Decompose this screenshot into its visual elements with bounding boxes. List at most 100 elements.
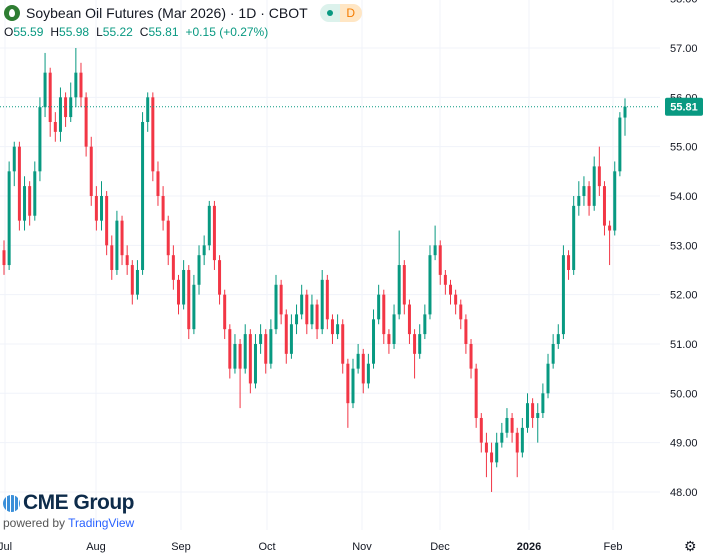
x-tick-label: Sep: [171, 541, 191, 553]
candle-body: [156, 171, 160, 196]
candle-body: [423, 314, 427, 335]
candle-body: [64, 97, 68, 118]
x-tick-label: Dec: [430, 541, 450, 553]
soybean-oil-icon: [4, 5, 20, 21]
candle-body: [17, 146, 21, 221]
candle-body: [212, 205, 216, 261]
low-value: 55.22: [102, 25, 133, 39]
candle-body: [115, 220, 119, 270]
candle-body: [125, 255, 129, 266]
candle-body: [33, 171, 37, 216]
y-tick-label: 49.00: [670, 438, 698, 450]
powered-by-text: powered by: [3, 516, 66, 530]
candle-body: [623, 106, 627, 118]
candle-body: [166, 220, 170, 256]
close-label: C: [139, 25, 149, 39]
candle-body: [274, 284, 278, 330]
last-price-tag: [665, 97, 703, 116]
candle-body: [38, 107, 42, 172]
candle-body: [449, 284, 453, 295]
candle-body: [105, 195, 109, 246]
y-tick-label: 57.00: [670, 43, 698, 55]
candle-body: [459, 304, 463, 320]
candle-body: [495, 442, 499, 463]
candle-body: [176, 279, 180, 305]
candle-body: [336, 324, 340, 335]
candle-body: [264, 334, 268, 364]
market-open-icon: [319, 4, 340, 22]
ohlc-readout: O55.59 H55.98 L55.22 C55.81 +0.15 (+0.27…: [4, 25, 268, 39]
candle-body: [469, 343, 473, 369]
candle-body: [192, 284, 196, 330]
candle-body: [515, 432, 519, 453]
last-price-label: 55.81: [670, 102, 698, 114]
close-value: 55.81: [148, 25, 179, 39]
candle-body: [413, 334, 417, 354]
candle-body: [100, 195, 104, 221]
candle-body: [366, 363, 370, 384]
candle-body: [53, 121, 57, 132]
branding[interactable]: CME Group powered by TradingView: [3, 491, 135, 530]
candle-body: [279, 284, 283, 315]
candle-body: [74, 72, 78, 98]
candle-body: [341, 324, 345, 364]
chart-legend: Soybean Oil Futures (Mar 2026) · 1D · CB…: [4, 4, 362, 22]
candle-body: [613, 171, 617, 231]
candle-body: [428, 255, 432, 315]
candle-body: [443, 274, 447, 285]
candle-body: [577, 195, 581, 206]
candle-body: [207, 205, 211, 246]
settings-icon[interactable]: ⚙: [684, 538, 697, 554]
candle-body: [407, 304, 411, 335]
candle-body: [330, 319, 334, 335]
candle-body: [233, 343, 237, 369]
candle-body: [531, 403, 535, 418]
candle-body: [48, 72, 52, 122]
candle-body: [356, 353, 360, 369]
candle-body: [23, 186, 27, 221]
candle-body: [602, 186, 606, 226]
candle-body: [223, 294, 227, 330]
candle-body: [89, 146, 93, 196]
candle-body: [361, 353, 365, 384]
candle-body: [197, 255, 201, 285]
candle-body: [58, 97, 62, 132]
high-value: 55.98: [59, 25, 90, 39]
candle-body: [259, 334, 263, 344]
x-tick-label: Feb: [604, 541, 623, 553]
candle-body: [505, 417, 509, 433]
open-value: 55.59: [13, 25, 44, 39]
candle-body: [556, 334, 560, 344]
candle-body: [546, 363, 550, 394]
candle-body: [608, 225, 612, 231]
cme-logo-text: CME Group: [23, 491, 135, 514]
candle-body: [346, 363, 350, 404]
y-tick-label: 51.00: [670, 339, 698, 351]
y-tick-label: 53.00: [670, 240, 698, 252]
candle-body: [351, 368, 355, 404]
candle-body: [161, 195, 165, 221]
status-badge[interactable]: D: [319, 4, 362, 22]
x-tick-label: Jul: [0, 541, 12, 553]
candle-body: [110, 245, 114, 270]
candle-body: [289, 324, 293, 354]
candle-body: [551, 343, 555, 364]
candle-body: [320, 279, 324, 330]
candle-body: [7, 171, 11, 266]
candle-body: [484, 442, 488, 453]
candle-body: [433, 245, 437, 256]
candle-body: [310, 304, 314, 325]
candle-body: [171, 255, 175, 280]
symbol-title[interactable]: Soybean Oil Futures (Mar 2026) · 1D · CB…: [26, 5, 308, 21]
candle-body: [479, 417, 483, 443]
candle-body: [295, 314, 299, 325]
tradingview-link[interactable]: TradingView: [68, 516, 135, 530]
candle-body: [582, 186, 586, 196]
candle-body: [182, 269, 186, 305]
candle-body: [500, 432, 504, 443]
candle-body: [510, 417, 514, 433]
candle-body: [269, 329, 273, 364]
candle-body: [474, 368, 478, 418]
candle-body: [238, 343, 242, 369]
